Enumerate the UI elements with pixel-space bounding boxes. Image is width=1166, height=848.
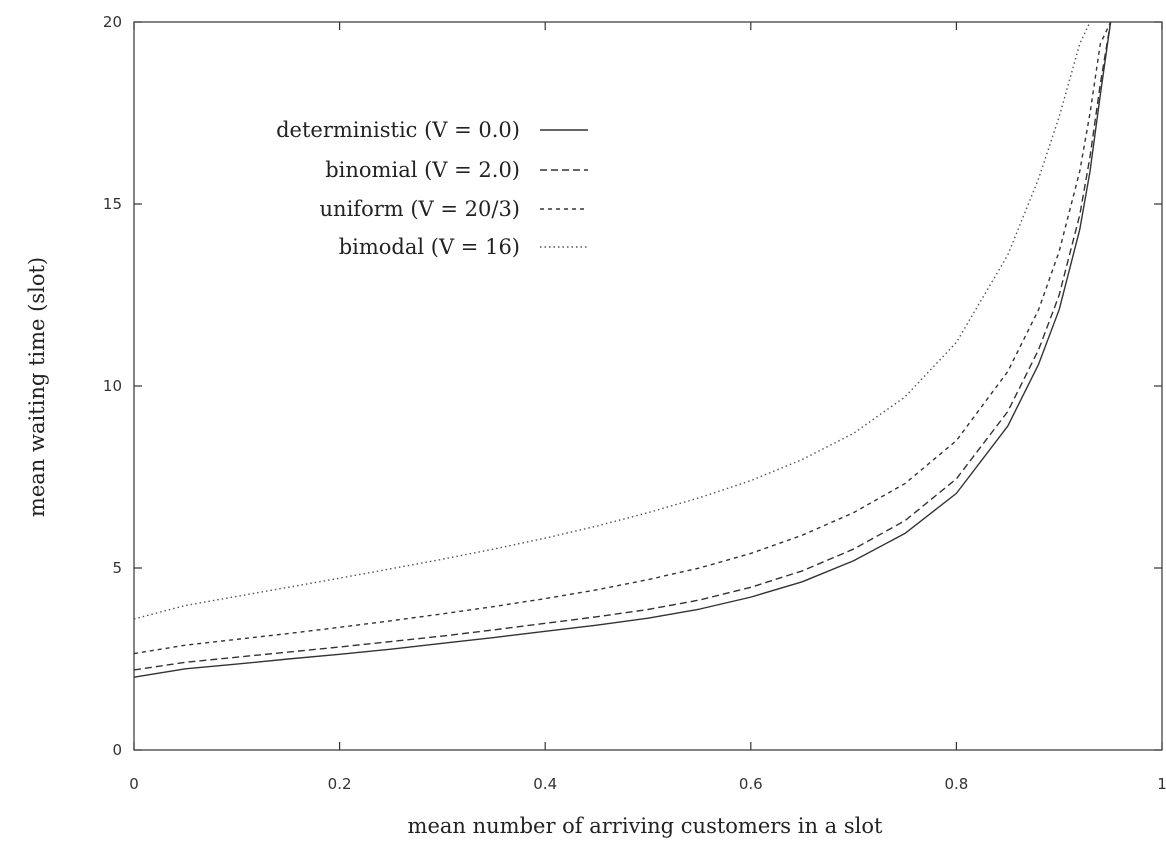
x-tick-label: 0.4 bbox=[533, 775, 557, 793]
legend-label: binomial (V = 2.0) bbox=[325, 158, 520, 182]
y-tick-label: 5 bbox=[112, 559, 122, 577]
x-tick-label: 0.2 bbox=[328, 775, 352, 793]
series-line-0 bbox=[133, 21, 1112, 678]
legend-entry: uniform (V = 20/3) bbox=[320, 197, 588, 221]
series-line-3 bbox=[133, 21, 1091, 620]
x-tick-label: 0 bbox=[129, 775, 139, 793]
legend-label: uniform (V = 20/3) bbox=[320, 197, 520, 221]
legend-entry: binomial (V = 2.0) bbox=[325, 158, 588, 182]
x-tick-label: 1 bbox=[1157, 775, 1166, 793]
legend-label: deterministic (V = 0.0) bbox=[276, 118, 520, 142]
y-tick-label: 0 bbox=[112, 741, 122, 759]
legend-entry: deterministic (V = 0.0) bbox=[276, 118, 588, 142]
y-tick-label: 10 bbox=[103, 377, 122, 395]
y-tick-label: 20 bbox=[103, 13, 122, 31]
series-line-1 bbox=[133, 21, 1112, 671]
x-axis-title: mean number of arriving customers in a s… bbox=[408, 814, 883, 838]
y-axis-title: mean waiting time (slot) bbox=[25, 257, 49, 517]
legend-label: bimodal (V = 16) bbox=[339, 235, 520, 259]
legend-entry: bimodal (V = 16) bbox=[339, 235, 588, 259]
x-tick-label: 0.8 bbox=[944, 775, 968, 793]
y-tick-label: 15 bbox=[103, 195, 122, 213]
x-tick-label: 0.6 bbox=[739, 775, 763, 793]
